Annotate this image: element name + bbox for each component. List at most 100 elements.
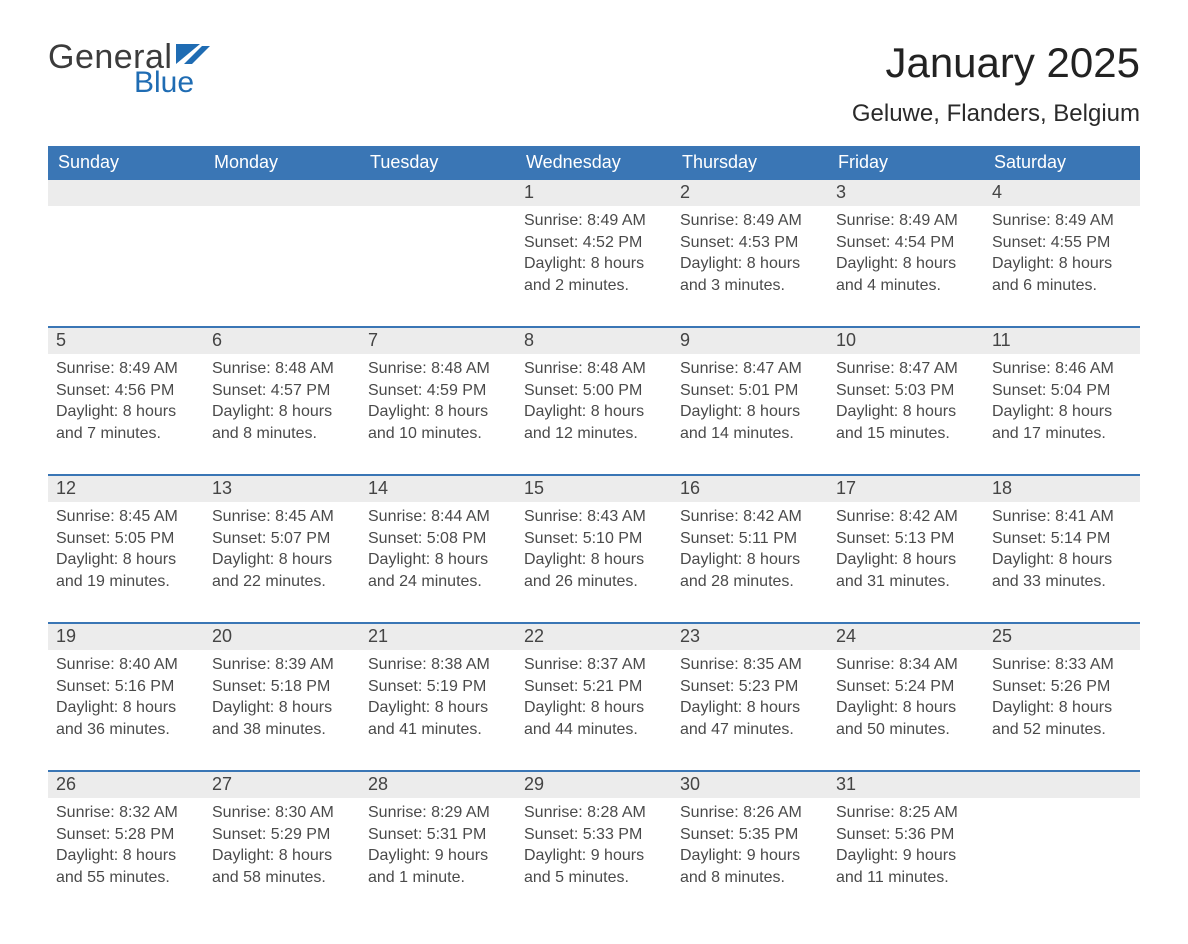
page-subtitle: Geluwe, Flanders, Belgium <box>852 100 1140 128</box>
calendar-cell: 28Sunrise: 8:29 AMSunset: 5:31 PMDayligh… <box>360 772 516 904</box>
daylight-line: Daylight: 8 hours and 47 minutes. <box>680 697 820 740</box>
sunset-line: Sunset: 5:26 PM <box>992 676 1132 698</box>
sunset-line: Sunset: 5:35 PM <box>680 824 820 846</box>
sunset-line: Sunset: 5:03 PM <box>836 380 976 402</box>
daylight-line: Daylight: 8 hours and 55 minutes. <box>56 845 196 888</box>
sunrise-line: Sunrise: 8:34 AM <box>836 654 976 676</box>
sunrise-line: Sunrise: 8:42 AM <box>680 506 820 528</box>
sunset-line: Sunset: 5:11 PM <box>680 528 820 550</box>
calendar-cell: 26Sunrise: 8:32 AMSunset: 5:28 PMDayligh… <box>48 772 204 904</box>
calendar-cell: 14Sunrise: 8:44 AMSunset: 5:08 PMDayligh… <box>360 476 516 608</box>
day-of-week-header: Sunday Monday Tuesday Wednesday Thursday… <box>48 146 1140 180</box>
sunset-line: Sunset: 5:01 PM <box>680 380 820 402</box>
calendar-week: 12Sunrise: 8:45 AMSunset: 5:05 PMDayligh… <box>48 474 1140 608</box>
day-body <box>360 206 516 312</box>
sunset-line: Sunset: 5:24 PM <box>836 676 976 698</box>
sunset-line: Sunset: 4:57 PM <box>212 380 352 402</box>
calendar-cell: 19Sunrise: 8:40 AMSunset: 5:16 PMDayligh… <box>48 624 204 756</box>
day-number: 7 <box>360 328 516 354</box>
calendar-cell: 6Sunrise: 8:48 AMSunset: 4:57 PMDaylight… <box>204 328 360 460</box>
daylight-line: Daylight: 8 hours and 24 minutes. <box>368 549 508 592</box>
sunrise-line: Sunrise: 8:38 AM <box>368 654 508 676</box>
logo-flag-icon <box>176 44 210 68</box>
page-title: January 2025 <box>852 40 1140 86</box>
daylight-line: Daylight: 8 hours and 58 minutes. <box>212 845 352 888</box>
calendar-cell: 29Sunrise: 8:28 AMSunset: 5:33 PMDayligh… <box>516 772 672 904</box>
calendar-cell: 17Sunrise: 8:42 AMSunset: 5:13 PMDayligh… <box>828 476 984 608</box>
day-body: Sunrise: 8:26 AMSunset: 5:35 PMDaylight:… <box>672 798 828 904</box>
day-number: 27 <box>204 772 360 798</box>
daylight-line: Daylight: 9 hours and 5 minutes. <box>524 845 664 888</box>
sunset-line: Sunset: 5:28 PM <box>56 824 196 846</box>
sunrise-line: Sunrise: 8:47 AM <box>680 358 820 380</box>
daylight-line: Daylight: 8 hours and 10 minutes. <box>368 401 508 444</box>
daylight-line: Daylight: 8 hours and 17 minutes. <box>992 401 1132 444</box>
day-number: 21 <box>360 624 516 650</box>
day-number: 1 <box>516 180 672 206</box>
day-body: Sunrise: 8:49 AMSunset: 4:53 PMDaylight:… <box>672 206 828 312</box>
sunset-line: Sunset: 5:23 PM <box>680 676 820 698</box>
day-number: 2 <box>672 180 828 206</box>
day-body: Sunrise: 8:47 AMSunset: 5:03 PMDaylight:… <box>828 354 984 460</box>
daylight-line: Daylight: 8 hours and 6 minutes. <box>992 253 1132 296</box>
day-body: Sunrise: 8:42 AMSunset: 5:13 PMDaylight:… <box>828 502 984 608</box>
day-body: Sunrise: 8:30 AMSunset: 5:29 PMDaylight:… <box>204 798 360 904</box>
calendar-cell: 20Sunrise: 8:39 AMSunset: 5:18 PMDayligh… <box>204 624 360 756</box>
sunrise-line: Sunrise: 8:30 AM <box>212 802 352 824</box>
daylight-line: Daylight: 8 hours and 26 minutes. <box>524 549 664 592</box>
sunrise-line: Sunrise: 8:32 AM <box>56 802 196 824</box>
calendar-cell: 16Sunrise: 8:42 AMSunset: 5:11 PMDayligh… <box>672 476 828 608</box>
day-number: 20 <box>204 624 360 650</box>
sunrise-line: Sunrise: 8:25 AM <box>836 802 976 824</box>
day-number: 16 <box>672 476 828 502</box>
day-body: Sunrise: 8:40 AMSunset: 5:16 PMDaylight:… <box>48 650 204 756</box>
day-body: Sunrise: 8:25 AMSunset: 5:36 PMDaylight:… <box>828 798 984 904</box>
calendar-cell: 2Sunrise: 8:49 AMSunset: 4:53 PMDaylight… <box>672 180 828 312</box>
sunrise-line: Sunrise: 8:49 AM <box>992 210 1132 232</box>
sunset-line: Sunset: 5:13 PM <box>836 528 976 550</box>
day-number: 29 <box>516 772 672 798</box>
sunset-line: Sunset: 5:29 PM <box>212 824 352 846</box>
day-body: Sunrise: 8:34 AMSunset: 5:24 PMDaylight:… <box>828 650 984 756</box>
calendar-cell: 9Sunrise: 8:47 AMSunset: 5:01 PMDaylight… <box>672 328 828 460</box>
sunrise-line: Sunrise: 8:26 AM <box>680 802 820 824</box>
sunrise-line: Sunrise: 8:48 AM <box>212 358 352 380</box>
day-body <box>984 798 1140 904</box>
day-body: Sunrise: 8:39 AMSunset: 5:18 PMDaylight:… <box>204 650 360 756</box>
sunset-line: Sunset: 5:08 PM <box>368 528 508 550</box>
day-body: Sunrise: 8:37 AMSunset: 5:21 PMDaylight:… <box>516 650 672 756</box>
day-number: 8 <box>516 328 672 354</box>
sunrise-line: Sunrise: 8:37 AM <box>524 654 664 676</box>
day-body: Sunrise: 8:42 AMSunset: 5:11 PMDaylight:… <box>672 502 828 608</box>
calendar-cell <box>984 772 1140 904</box>
day-body: Sunrise: 8:28 AMSunset: 5:33 PMDaylight:… <box>516 798 672 904</box>
daylight-line: Daylight: 8 hours and 15 minutes. <box>836 401 976 444</box>
day-number: 14 <box>360 476 516 502</box>
calendar: Sunday Monday Tuesday Wednesday Thursday… <box>48 146 1140 904</box>
daylight-line: Daylight: 8 hours and 50 minutes. <box>836 697 976 740</box>
sunrise-line: Sunrise: 8:45 AM <box>212 506 352 528</box>
calendar-cell: 5Sunrise: 8:49 AMSunset: 4:56 PMDaylight… <box>48 328 204 460</box>
sunrise-line: Sunrise: 8:45 AM <box>56 506 196 528</box>
sunrise-line: Sunrise: 8:49 AM <box>680 210 820 232</box>
sunrise-line: Sunrise: 8:48 AM <box>524 358 664 380</box>
day-number: 5 <box>48 328 204 354</box>
sunrise-line: Sunrise: 8:35 AM <box>680 654 820 676</box>
sunrise-line: Sunrise: 8:40 AM <box>56 654 196 676</box>
day-number: 31 <box>828 772 984 798</box>
sunrise-line: Sunrise: 8:29 AM <box>368 802 508 824</box>
day-body: Sunrise: 8:43 AMSunset: 5:10 PMDaylight:… <box>516 502 672 608</box>
day-body: Sunrise: 8:48 AMSunset: 4:57 PMDaylight:… <box>204 354 360 460</box>
day-body: Sunrise: 8:44 AMSunset: 5:08 PMDaylight:… <box>360 502 516 608</box>
calendar-week: 1Sunrise: 8:49 AMSunset: 4:52 PMDaylight… <box>48 180 1140 312</box>
calendar-cell: 30Sunrise: 8:26 AMSunset: 5:35 PMDayligh… <box>672 772 828 904</box>
calendar-cell: 4Sunrise: 8:49 AMSunset: 4:55 PMDaylight… <box>984 180 1140 312</box>
day-number: 9 <box>672 328 828 354</box>
sunset-line: Sunset: 5:33 PM <box>524 824 664 846</box>
day-number: 23 <box>672 624 828 650</box>
day-body: Sunrise: 8:45 AMSunset: 5:07 PMDaylight:… <box>204 502 360 608</box>
sunset-line: Sunset: 5:10 PM <box>524 528 664 550</box>
sunrise-line: Sunrise: 8:28 AM <box>524 802 664 824</box>
sunrise-line: Sunrise: 8:48 AM <box>368 358 508 380</box>
calendar-cell: 11Sunrise: 8:46 AMSunset: 5:04 PMDayligh… <box>984 328 1140 460</box>
